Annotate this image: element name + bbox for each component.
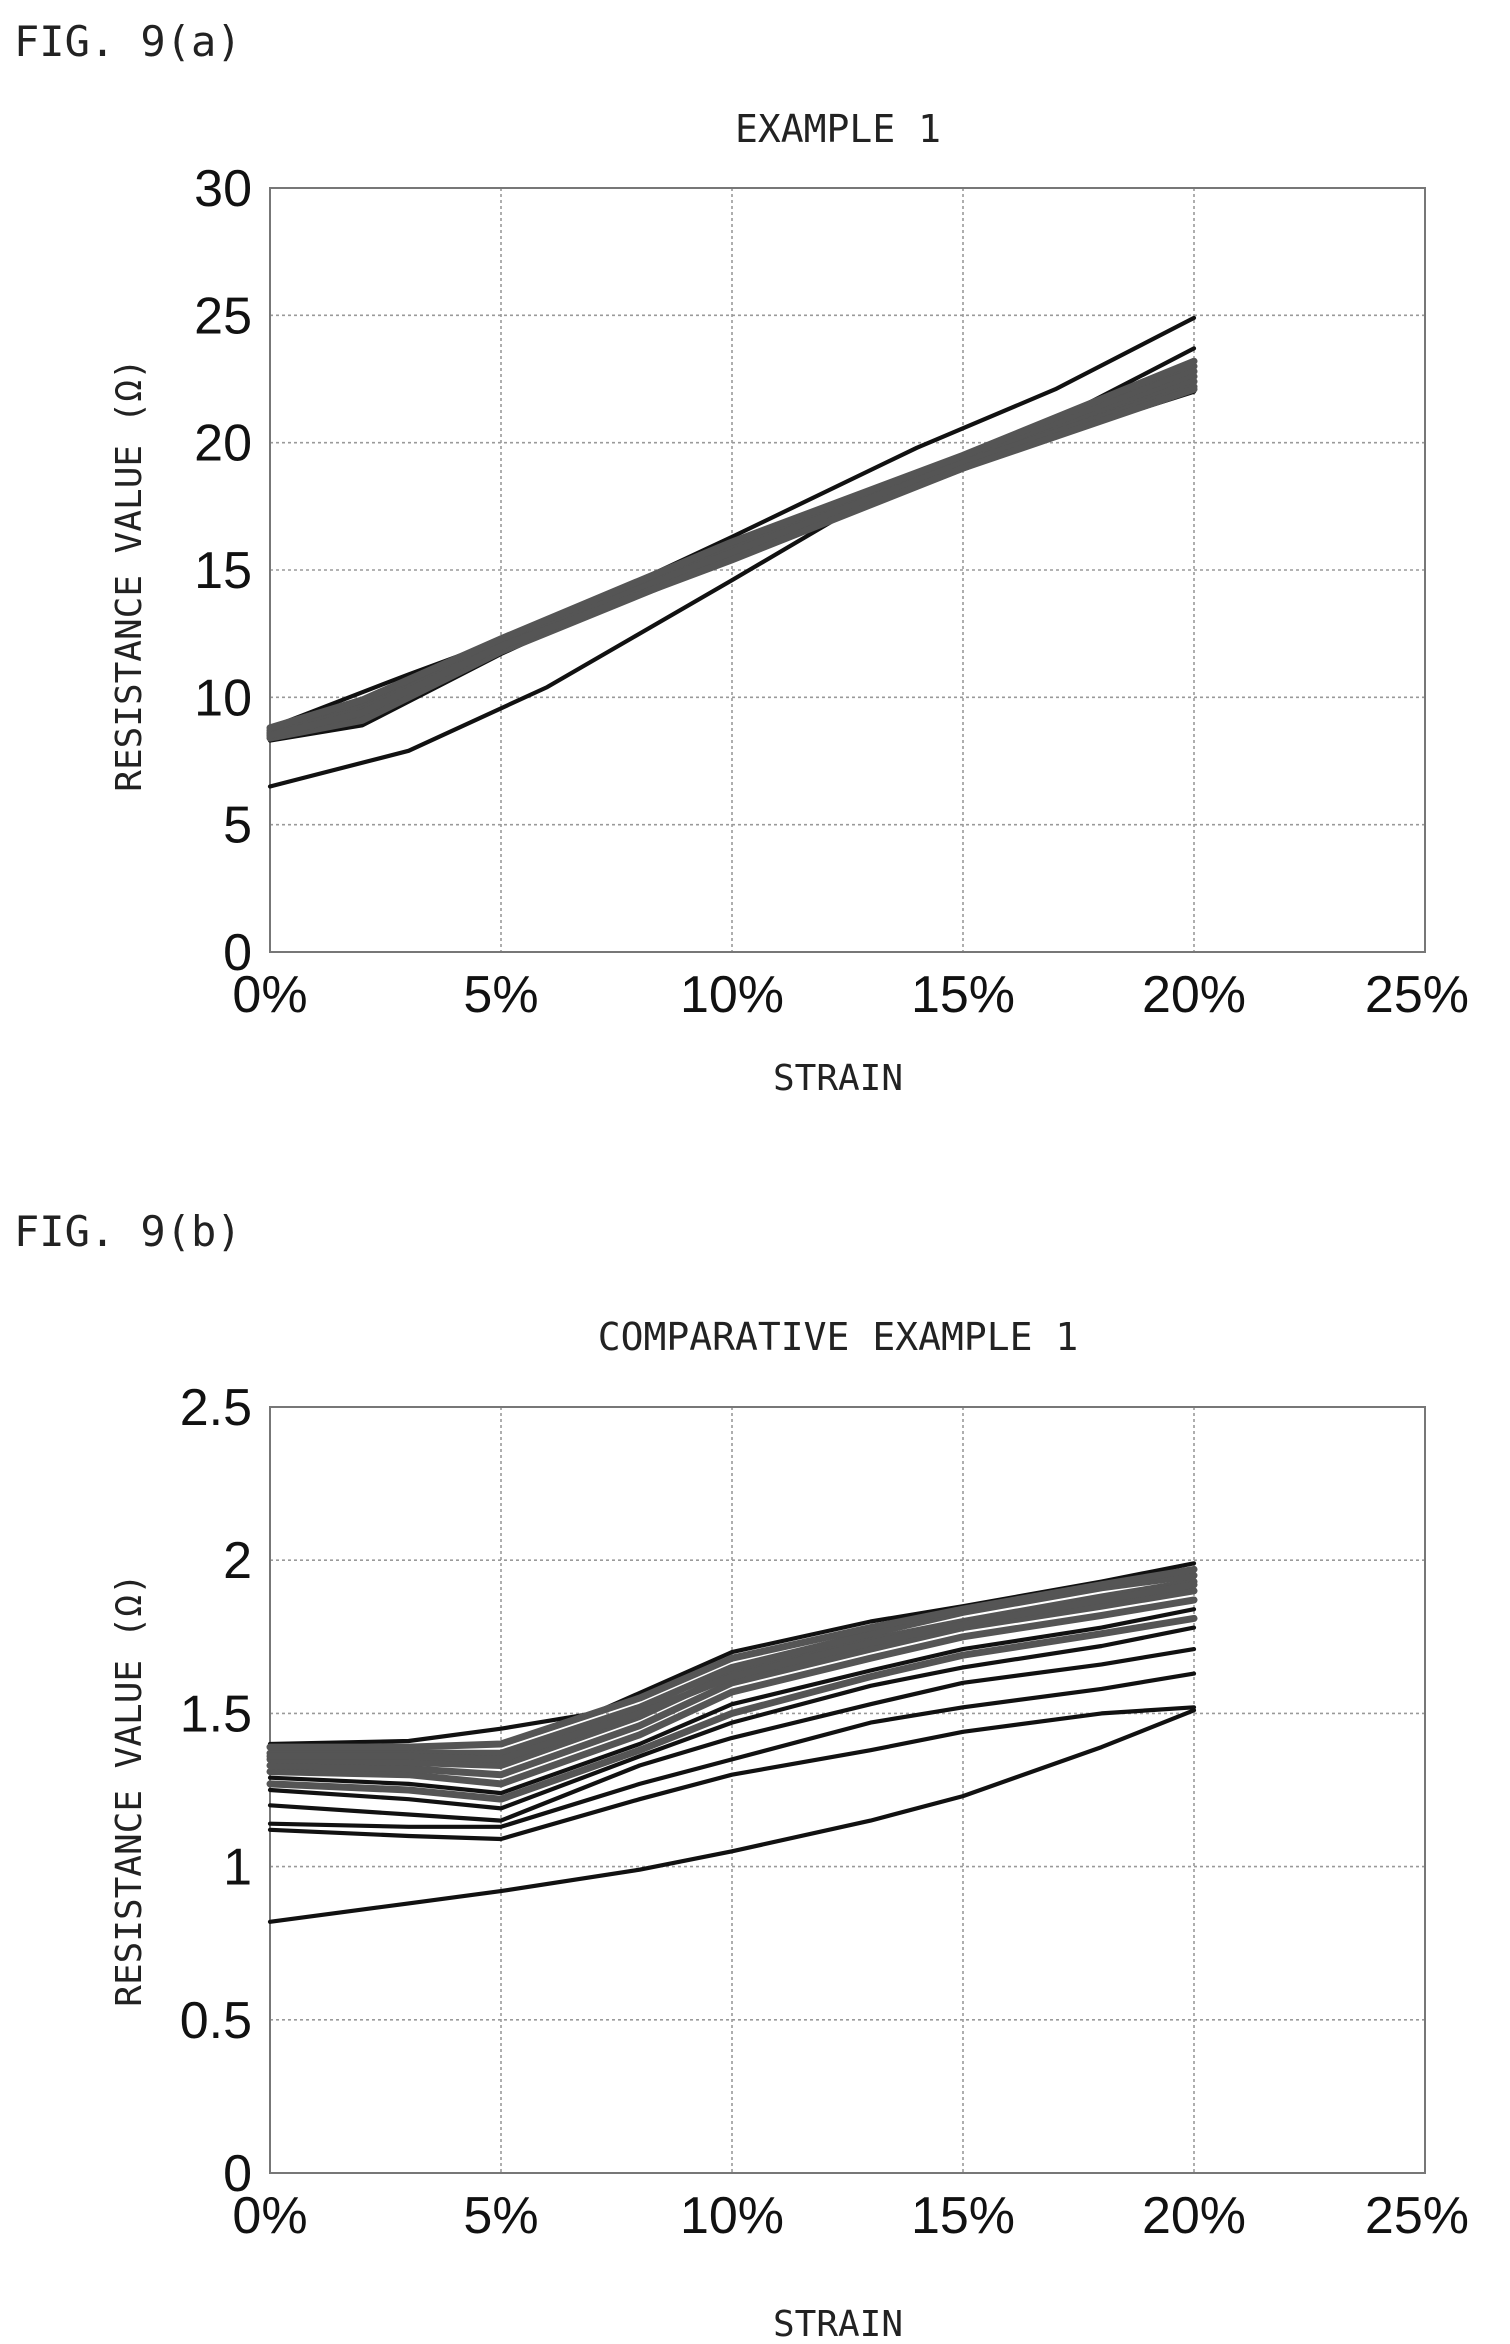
y-tick-label-b: 1.5 <box>180 1685 252 1743</box>
series-line-b-12 <box>266 1565 1198 1751</box>
x-tick-label-b: 20% <box>1142 2187 1246 2245</box>
figure-label-b: FIG. 9(b) <box>14 1207 242 1256</box>
series-line-b-9 <box>266 1587 1198 1779</box>
y-axis-label-a: RESISTANCE VALUE (Ω) <box>109 358 150 791</box>
series-line-b-8 <box>266 1596 1198 1788</box>
y-tick-label-a: 5 <box>223 797 252 855</box>
grid-a <box>269 187 1426 953</box>
x-tick-label-a: 5% <box>463 966 538 1024</box>
plot-area-a <box>269 187 1426 953</box>
y-tick-label-a: 30 <box>194 160 252 218</box>
y-tick-label-a: 20 <box>194 415 252 473</box>
series-line-b-3 <box>267 1671 1197 1829</box>
x-tick-label-a: 25% <box>1365 966 1469 1024</box>
series-group-a <box>266 315 1198 789</box>
series-line-b-14 <box>266 1581 1198 1763</box>
x-axis-label-a: STRAIN <box>773 1058 903 1099</box>
x-tick-label-b: 15% <box>911 2187 1015 2245</box>
y-tick-labels-a: 0 5 10 15 20 25 30 <box>194 160 252 982</box>
x-tick-label-a: 20% <box>1142 966 1246 1024</box>
x-tick-label-a: 15% <box>911 966 1015 1024</box>
y-axis-label-b: RESISTANCE VALUE (Ω) <box>109 1573 150 2006</box>
y-tick-label-a: 15 <box>194 542 252 600</box>
series-line-b-1 <box>267 1708 1197 1924</box>
y-tick-label-b: 2.5 <box>180 1379 252 1437</box>
x-tick-label-b: 10% <box>680 2187 784 2245</box>
series-line-a-9 <box>266 357 1198 732</box>
series-line-b-2 <box>267 1705 1197 1842</box>
y-tick-label-a: 25 <box>194 287 252 345</box>
x-tick-label-b: 0% <box>232 2187 307 2245</box>
y-tick-label-a: 10 <box>194 669 252 727</box>
series-line-b-4 <box>267 1647 1197 1823</box>
figure-label-a: FIG. 9(a) <box>14 17 242 66</box>
chart-b: 0 0.5 1 1.5 2 2.5 0% 5% 10% 15% 20% 25% <box>180 1379 1469 2245</box>
y-tick-label-a: 0 <box>223 924 252 982</box>
y-tick-label-b: 0 <box>223 2145 252 2203</box>
chart-title-a: EXAMPLE 1 <box>735 107 941 151</box>
y-tick-label-b: 2 <box>223 1532 252 1590</box>
series-group-b <box>266 1561 1198 1924</box>
x-tick-label-a: 10% <box>680 966 784 1024</box>
series-line-b-13 <box>266 1614 1198 1803</box>
series-line-a-10 <box>266 385 1198 739</box>
plot-frame-a <box>269 187 1426 953</box>
chart-title-b: COMPARATIVE EXAMPLE 1 <box>598 1315 1078 1359</box>
y-tick-label-b: 0.5 <box>180 1992 252 2050</box>
series-line-b-6 <box>267 1607 1197 1796</box>
x-axis-label-b: STRAIN <box>773 2304 903 2344</box>
x-tick-label-a: 0% <box>232 966 307 1024</box>
series-line-a-1 <box>267 315 1197 730</box>
x-tick-labels-a: 0% 5% 10% 15% 20% 25% <box>232 966 1469 1024</box>
series-line-a-3 <box>267 389 1197 789</box>
x-tick-label-b: 5% <box>463 2187 538 2245</box>
series-line-b-5 <box>267 1625 1197 1811</box>
y-tick-label-b: 1 <box>223 1839 252 1897</box>
chart-a: 0 5 10 15 20 25 30 0% 5% 10% 15% 20% 25% <box>194 160 1469 1024</box>
x-tick-labels-b: 0% 5% 10% 15% 20% 25% <box>232 2187 1469 2245</box>
x-tick-label-b: 25% <box>1365 2187 1469 2245</box>
y-tick-labels-b: 0 0.5 1 1.5 2 2.5 <box>180 1379 252 2203</box>
